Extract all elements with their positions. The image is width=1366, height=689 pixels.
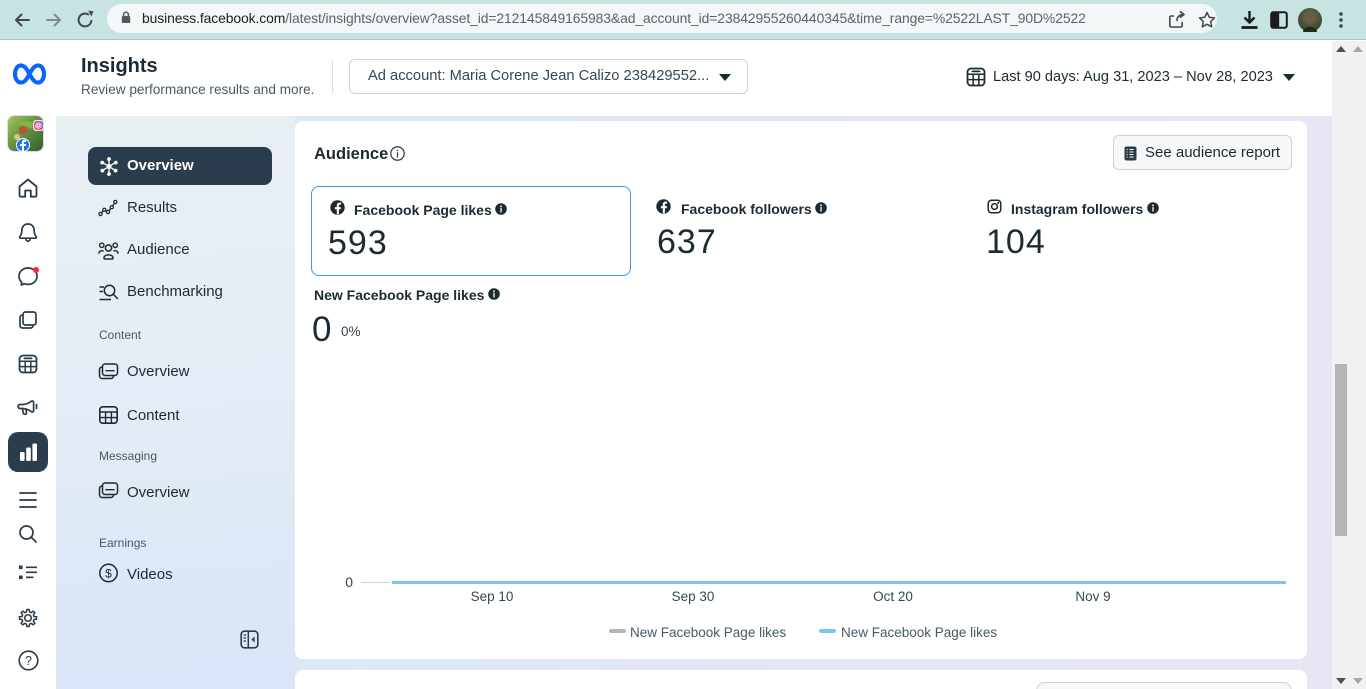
svg-text:?: ? [25, 654, 32, 668]
svg-text:$: $ [105, 566, 112, 580]
